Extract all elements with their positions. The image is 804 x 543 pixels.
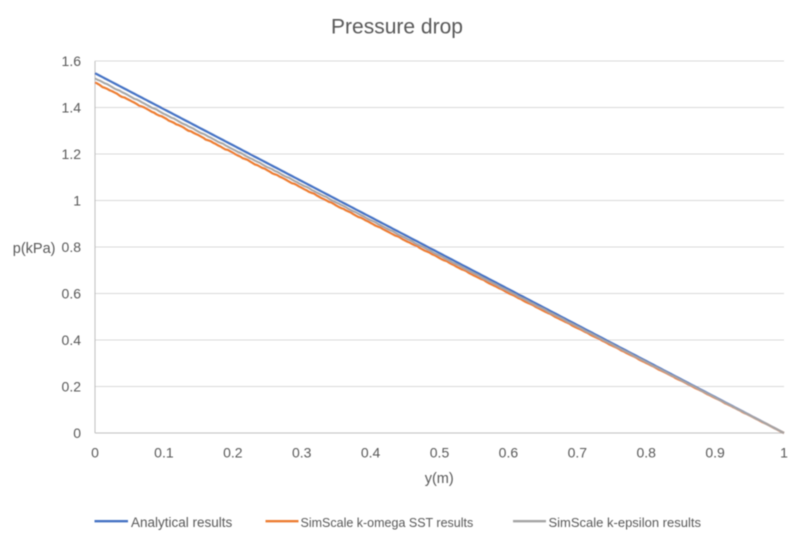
svg-text:0.7: 0.7 [568,444,588,460]
svg-text:0.4: 0.4 [62,332,82,348]
svg-text:SimScale k-omega SST results: SimScale k-omega SST results [301,516,474,530]
svg-text:0.6: 0.6 [499,444,519,460]
svg-text:0: 0 [91,444,99,460]
svg-text:0.2: 0.2 [62,379,82,395]
svg-text:0.8: 0.8 [636,444,656,460]
svg-text:p(kPa): p(kPa) [13,241,56,257]
svg-text:1.4: 1.4 [62,100,82,116]
svg-text:0.1: 0.1 [154,444,174,460]
svg-text:1.2: 1.2 [62,146,82,162]
svg-text:1: 1 [73,193,81,209]
svg-text:0.9: 0.9 [705,444,725,460]
svg-text:0.3: 0.3 [292,444,312,460]
svg-text:0.5: 0.5 [430,444,450,460]
svg-text:0.2: 0.2 [223,444,243,460]
svg-text:0: 0 [73,425,81,441]
svg-text:1: 1 [780,444,788,460]
svg-text:0.8: 0.8 [62,239,82,255]
svg-text:y(m): y(m) [425,471,454,487]
svg-text:Analytical results: Analytical results [131,515,233,530]
svg-text:0.6: 0.6 [62,286,82,302]
svg-text:0.4: 0.4 [361,444,381,460]
svg-text:SimScale k-epsilon results: SimScale k-epsilon results [549,515,702,530]
svg-text:Pressure drop: Pressure drop [331,16,463,39]
svg-text:1.6: 1.6 [62,53,82,69]
